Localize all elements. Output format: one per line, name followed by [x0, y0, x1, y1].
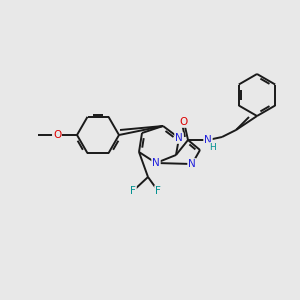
Text: N: N: [188, 159, 196, 169]
Text: F: F: [155, 186, 161, 196]
Text: N: N: [204, 135, 212, 145]
Text: N: N: [175, 133, 183, 143]
Text: H: H: [210, 142, 216, 152]
Text: O: O: [53, 130, 61, 140]
Text: F: F: [130, 186, 136, 196]
Text: N: N: [152, 158, 160, 168]
Text: O: O: [180, 117, 188, 127]
